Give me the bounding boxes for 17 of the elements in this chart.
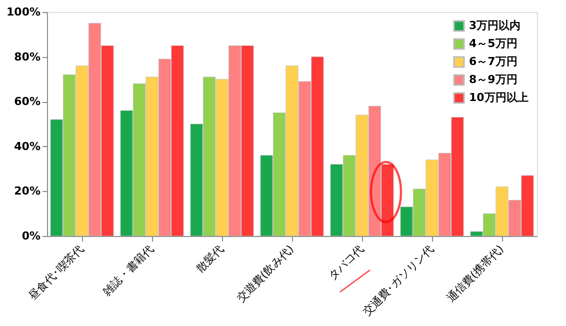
x-tick-label: 昼食代･喫茶代: [26, 242, 86, 303]
x-tick-label: タバコ代: [326, 242, 366, 283]
x-tick-label: 散髪代: [194, 242, 226, 276]
y-tick-label: 40%: [14, 140, 40, 153]
y-tick-label: 60%: [14, 95, 40, 108]
y-tick-label: 100%: [6, 6, 40, 18]
legend-label: 6～7万円: [469, 55, 518, 68]
x-tick-label: 雑誌・書籍代: [100, 242, 156, 298]
y-tick-label: 20%: [14, 184, 40, 198]
x-tick-label: 通信費(携帯代): [444, 242, 506, 304]
x-tick-label: 交遊費(飲み代): [234, 242, 296, 304]
legend-label: 4～5万円: [469, 37, 518, 50]
legend-label: 10万円以上: [469, 91, 528, 104]
y-tick-label: 80%: [14, 50, 40, 64]
legend-label: 8～9万円: [469, 73, 518, 86]
y-tick-label: 0%: [22, 230, 40, 242]
legend-label: 3万円以内: [469, 19, 521, 32]
